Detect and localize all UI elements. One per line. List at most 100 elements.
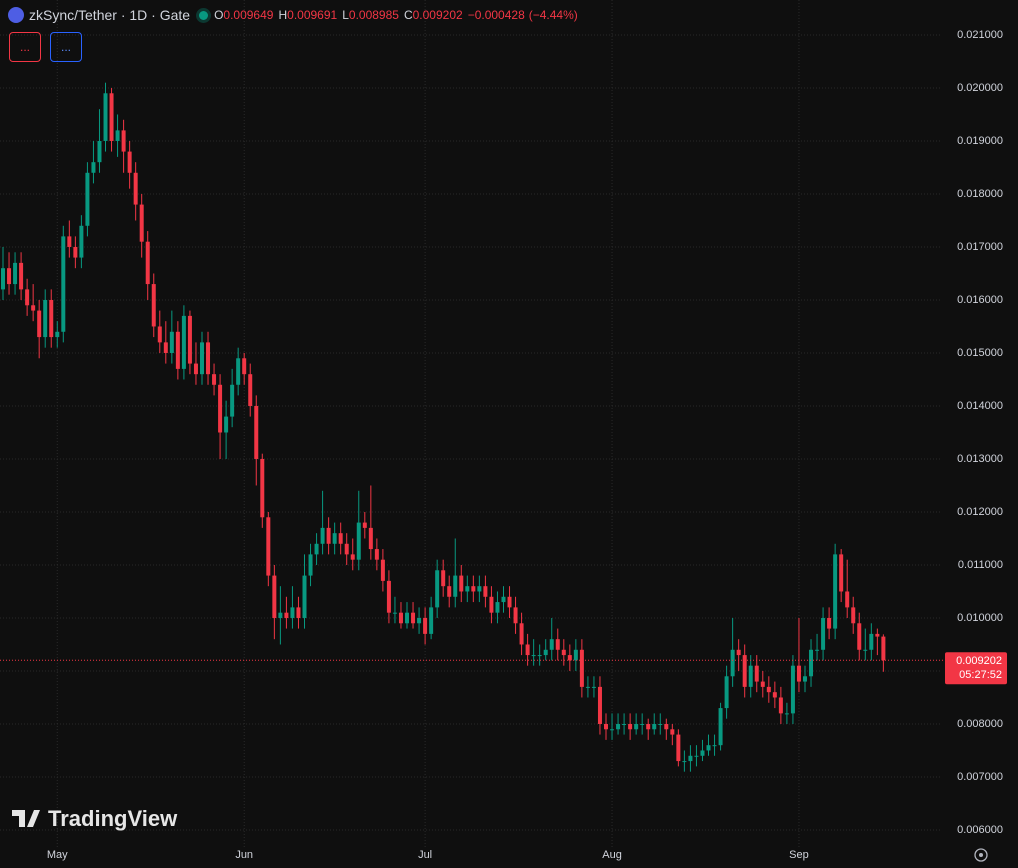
candle-body: [537, 655, 542, 657]
candle-body: [356, 522, 361, 560]
indicator-buttons: ... ...: [9, 32, 82, 62]
candle-body: [579, 649, 584, 687]
indicator-button[interactable]: ...: [50, 32, 82, 62]
candle-body: [730, 649, 735, 677]
candle-body: [332, 533, 337, 544]
candle-body: [55, 331, 60, 338]
candle-body: [869, 633, 874, 650]
y-tick-label: 0.007000: [957, 771, 1003, 783]
ohlc-key: O: [214, 8, 224, 22]
candle-body: [284, 612, 289, 618]
candle-body: [573, 649, 578, 661]
candle-body: [796, 665, 801, 682]
candle-body: [169, 331, 174, 353]
candle-body: [236, 358, 241, 385]
candle-body: [784, 713, 789, 715]
candle-body: [398, 612, 403, 624]
candle-body: [368, 527, 373, 550]
candle-body: [604, 723, 608, 730]
candle-body: [224, 416, 229, 433]
y-tick-label: 0.015000: [957, 347, 1003, 359]
candle-body: [290, 607, 295, 618]
candle-body: [79, 225, 84, 258]
change: −0.000428: [467, 8, 525, 22]
candle-body: [477, 586, 482, 592]
brand-logo: TradingView: [12, 806, 177, 832]
grid: [0, 0, 940, 848]
candle-body: [115, 130, 120, 141]
candle-body: [435, 570, 440, 608]
candle-body: [163, 342, 168, 353]
candle-body: [640, 723, 645, 725]
candle-body: [127, 151, 132, 173]
candle-body: [91, 162, 96, 173]
candle-body: [658, 723, 663, 725]
candle-body: [212, 374, 217, 385]
candle-body: [724, 676, 729, 709]
candle-body: [405, 612, 410, 624]
candle-body: [206, 342, 211, 375]
candle-body: [712, 745, 717, 747]
y-tick-label: 0.008000: [957, 718, 1003, 730]
candle-body: [230, 384, 235, 417]
candle-body: [133, 172, 138, 205]
x-tick-label: Jul: [418, 849, 432, 861]
candle-body: [386, 580, 391, 613]
candle-body: [622, 723, 627, 725]
candle-body: [652, 723, 657, 730]
candle-body: [465, 586, 470, 592]
candle-body: [254, 405, 259, 459]
candle-body: [85, 172, 90, 226]
settings-icon[interactable]: [974, 848, 988, 862]
y-tick-label: 0.011000: [958, 559, 1003, 571]
candle-body: [302, 575, 307, 618]
candle-body: [187, 315, 192, 364]
candle-body: [543, 649, 548, 656]
x-tick-label: Jun: [235, 849, 253, 861]
ohlc-value: 0.009649: [223, 8, 274, 22]
y-tick-label: 0.014000: [957, 400, 1003, 412]
candle-body: [37, 310, 42, 338]
ohlc-value: 0.008985: [348, 8, 399, 22]
brand-mark: [12, 810, 40, 827]
indicator-button[interactable]: ...: [9, 32, 41, 62]
ohlc-low: L0.008985: [342, 8, 399, 22]
candle-body: [19, 262, 24, 290]
candle-body: [248, 374, 253, 406]
candle-body: [344, 543, 349, 555]
market-status: [199, 10, 209, 20]
y-tick-label: 0.018000: [957, 188, 1003, 200]
candle-body: [525, 644, 530, 656]
candle-body: [694, 755, 699, 757]
candle-body: [61, 236, 66, 332]
symbol-icon: [8, 7, 24, 23]
candle-body: [495, 602, 500, 613]
symbol-title[interactable]: zkSync/Tether · 1D · Gate: [29, 7, 191, 23]
candle-body: [13, 262, 18, 285]
candle-body: [513, 607, 518, 624]
candle-body: [447, 586, 452, 597]
ohlc-open: O0.009649: [214, 8, 273, 22]
candle-body: [555, 639, 560, 650]
ohlc-key: L: [342, 8, 349, 22]
change-percent: (−4.44%): [528, 8, 578, 22]
candle-body: [31, 305, 36, 311]
candle-body: [242, 358, 247, 375]
last-price-label: 0.009202: [956, 655, 1002, 667]
candle-body: [610, 729, 615, 731]
candle-body: [790, 665, 795, 714]
candle-body: [25, 289, 30, 306]
candle-body: [278, 612, 283, 618]
settings-icon-center: [979, 853, 983, 857]
candle-body: [121, 130, 126, 152]
candle-body: [616, 723, 621, 730]
candle-body: [380, 559, 385, 581]
candle-body: [634, 723, 639, 730]
candle-body: [881, 636, 886, 661]
candle-body: [700, 750, 705, 756]
candle-body: [350, 554, 355, 560]
y-tick-label: 0.016000: [957, 294, 1003, 306]
candle-body: [772, 692, 777, 698]
candle-body: [549, 639, 554, 650]
